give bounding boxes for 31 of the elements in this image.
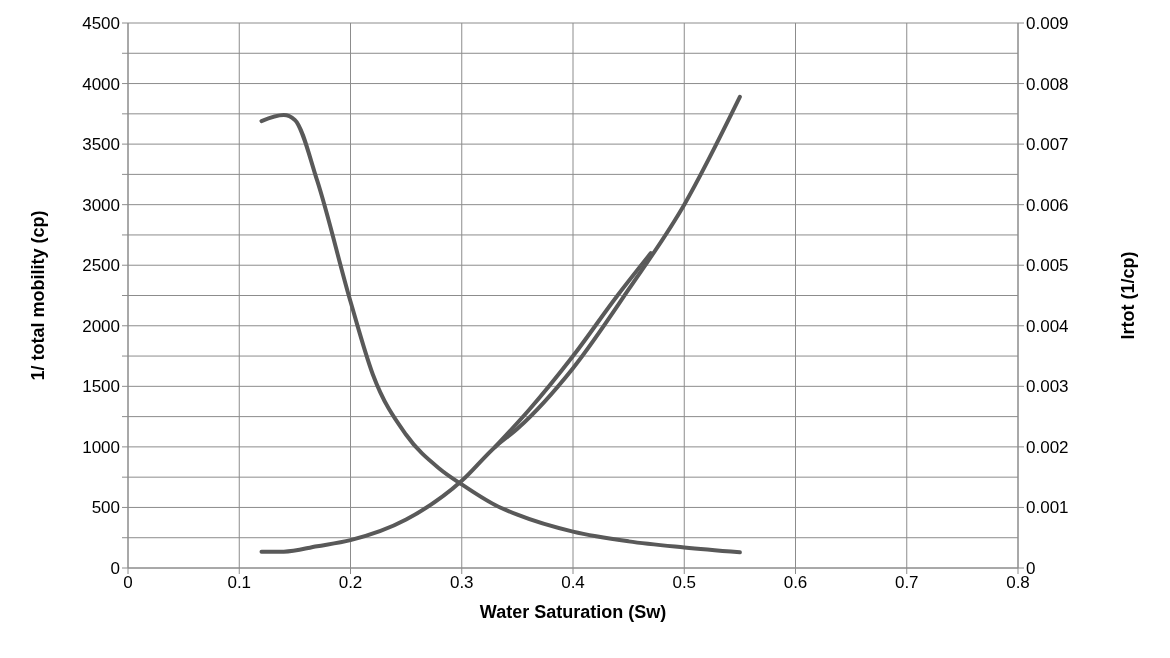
y-tick-label: 2000 — [82, 316, 120, 336]
x-axis-title: Water Saturation (Sw) — [479, 602, 667, 622]
y-tick-label: 500 — [91, 498, 120, 518]
y-tick-label: 1000 — [82, 437, 120, 457]
x-tick-label: 0.4 — [561, 573, 585, 593]
x-tick-label: 0 — [123, 573, 133, 593]
y2-tick-label: 0.005 — [1026, 256, 1069, 276]
y-tick-label: 3000 — [82, 195, 120, 215]
y2-tick-label: 0.003 — [1026, 377, 1069, 397]
y2-tick-label: 0.001 — [1026, 498, 1069, 518]
y-tick-label: 2500 — [82, 256, 120, 276]
y-tick-label: 1500 — [82, 377, 120, 397]
y-tick-label: 3500 — [82, 135, 120, 155]
x-tick-label: 0.8 — [1006, 573, 1030, 593]
x-tick-label: 0.7 — [894, 573, 919, 593]
y2-tick-label: 0.002 — [1026, 437, 1069, 457]
x-tick-label: 0.5 — [672, 573, 697, 593]
x-tick-label: 0.1 — [227, 573, 252, 593]
y-tick-label: 4000 — [82, 74, 120, 94]
y2-tick-label: 0.008 — [1026, 74, 1069, 94]
y2-axis-title: lrtot (1/cp) — [1118, 251, 1139, 340]
x-tick-label: 0.3 — [449, 573, 474, 593]
y2-tick-label: 0.009 — [1026, 14, 1069, 34]
y-tick-label: 4500 — [82, 14, 120, 34]
y-axis-title: 1/ total mobility (cp) — [28, 210, 49, 381]
y2-tick-label: 0.007 — [1026, 135, 1069, 155]
x-tick-label: 0.6 — [783, 573, 808, 593]
y2-tick-label: 0.004 — [1026, 316, 1069, 336]
y2-tick-label: 0.006 — [1026, 195, 1069, 215]
x-tick-label: 0.2 — [338, 573, 363, 593]
y-tick-label: 0 — [110, 559, 120, 579]
